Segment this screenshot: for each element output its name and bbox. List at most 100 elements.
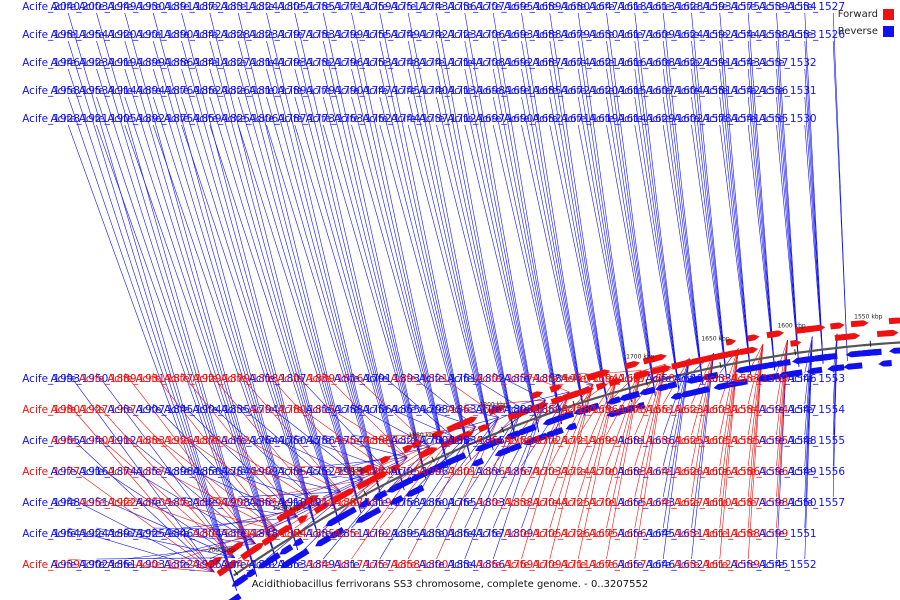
gene-label: Acife_1593 xyxy=(674,1,732,13)
leader-line xyxy=(606,370,642,560)
leader-line xyxy=(634,364,666,436)
leader-line xyxy=(67,96,237,591)
leader-line xyxy=(209,96,340,525)
leader-line xyxy=(492,399,546,560)
forward-gene-arrow xyxy=(725,338,737,346)
leader-line xyxy=(96,434,236,558)
gene-label: Acife_1797 xyxy=(249,29,307,41)
gene-label: Acife_1535 xyxy=(731,113,789,125)
leader-line xyxy=(493,399,546,405)
gene-label: Acife_1714 xyxy=(419,57,477,69)
gene-label: Acife_1780 xyxy=(249,404,307,416)
leader-line xyxy=(747,344,764,529)
leader-line xyxy=(521,391,570,405)
reverse-gene-arrow xyxy=(341,506,357,517)
gene-label: Acife_1623 xyxy=(646,404,704,416)
leader-line xyxy=(96,68,258,577)
gene-label: Acife_1833 xyxy=(419,435,477,447)
leader-line xyxy=(294,40,405,491)
gene-label: Acife_1760 xyxy=(391,435,449,447)
leader-line xyxy=(407,426,476,529)
leader-line xyxy=(464,124,539,433)
gene-label: Acife_1907 xyxy=(107,404,165,416)
gene-label: Acife_1625 xyxy=(646,435,704,447)
reverse-gene-arrow xyxy=(827,364,845,372)
gene-label: Acife_1724 xyxy=(532,466,590,478)
leader-line xyxy=(237,40,362,513)
axis-tick-mark xyxy=(572,400,576,407)
gene-label: Acife_1742 xyxy=(391,29,449,41)
gene-label: Acife_1616 xyxy=(589,57,647,69)
gene-label: Acife_1632 xyxy=(646,559,704,571)
gene-label: Acife_1534 xyxy=(759,1,817,13)
gene-label: Acife_1595 xyxy=(731,435,789,447)
reverse-gene-arrow xyxy=(417,469,429,478)
gene-label: Acife_1609 xyxy=(617,29,675,41)
gene-label: Acife_1880 xyxy=(192,528,250,540)
gene-label: Acife_1527 xyxy=(787,1,845,13)
leader-line xyxy=(152,40,298,550)
gene-label: Acife_1599 xyxy=(731,528,789,540)
leader-line xyxy=(549,40,609,409)
gene-label: Acife_1779 xyxy=(277,85,335,97)
gene-label: Acife_1754 xyxy=(306,435,364,447)
gene-label: Acife_1981 xyxy=(22,29,80,41)
leader-line xyxy=(634,68,680,390)
leader-line xyxy=(832,333,838,498)
gene-label: Acife_1615 xyxy=(589,85,647,97)
gene-label: Acife_1863 xyxy=(419,404,477,416)
gene-label: Acife_1953 xyxy=(51,85,109,97)
gene-label: Acife_1725 xyxy=(532,497,590,509)
leader-line xyxy=(322,457,408,560)
leader-line xyxy=(521,372,570,393)
gene-label: Acife_1902 xyxy=(51,559,109,571)
leader-line xyxy=(407,124,494,450)
gene-label: Acife_1631 xyxy=(646,528,704,540)
forward-gene-arrow xyxy=(313,502,330,514)
reverse-gene-arrow xyxy=(320,535,331,544)
gene-label: Acife_1886 xyxy=(136,57,194,69)
leader-line xyxy=(521,124,586,417)
gene-label: Acife_1613 xyxy=(617,1,675,13)
gene-label: Acife_1867 xyxy=(476,466,534,478)
leader-line xyxy=(67,403,215,573)
gene-label: Acife_1619 xyxy=(561,113,619,125)
reverse-gene-arrow xyxy=(389,495,404,505)
leader-line xyxy=(294,124,405,491)
leader-line xyxy=(96,527,235,558)
leader-line xyxy=(181,96,319,538)
gene-label: Acife_1842 xyxy=(164,29,222,41)
gene-label: Acife_1705 xyxy=(504,528,562,540)
leader-line xyxy=(181,68,319,538)
gene-label: Acife_1767 xyxy=(447,528,505,540)
gene-label: Acife_1794 xyxy=(221,404,279,416)
gene-label: Acife_1814 xyxy=(221,57,279,69)
gene-label: Acife_1648 xyxy=(646,373,704,385)
leader-line xyxy=(549,12,609,409)
axis-tick-label: 2000 kbp xyxy=(208,547,236,554)
leader-line xyxy=(464,408,523,436)
gene-label: Acife_1799 xyxy=(306,29,364,41)
gene-label: Acife_1704 xyxy=(504,497,562,509)
gene-label: Acife_1581 xyxy=(674,85,732,97)
gene-label: Acife_1899 xyxy=(107,57,165,69)
leader-line xyxy=(747,40,775,371)
leader-line xyxy=(549,384,594,560)
axis-tick-mark xyxy=(501,426,505,433)
gene-label: Acife_1864 xyxy=(419,528,477,540)
leader-line xyxy=(152,68,298,550)
leader-line xyxy=(124,68,278,564)
gene-label: Acife_1787 xyxy=(249,113,307,125)
axis-tick-mark xyxy=(645,379,648,386)
reverse-gene-arrow xyxy=(358,498,371,508)
gene-label: Acife_1835 xyxy=(192,404,250,416)
leader-line xyxy=(209,68,340,525)
reverse-gene-arrow xyxy=(787,369,803,377)
leader-line xyxy=(322,96,427,480)
gene-label: Acife_1773 xyxy=(277,113,335,125)
gene-label: Acife_1658 xyxy=(617,373,675,385)
gene-label: Acife_1928 xyxy=(22,113,80,125)
leader-line xyxy=(436,417,499,560)
gene-label: Acife_1805 xyxy=(249,1,307,13)
gene-label: Acife_1836 xyxy=(447,466,505,478)
